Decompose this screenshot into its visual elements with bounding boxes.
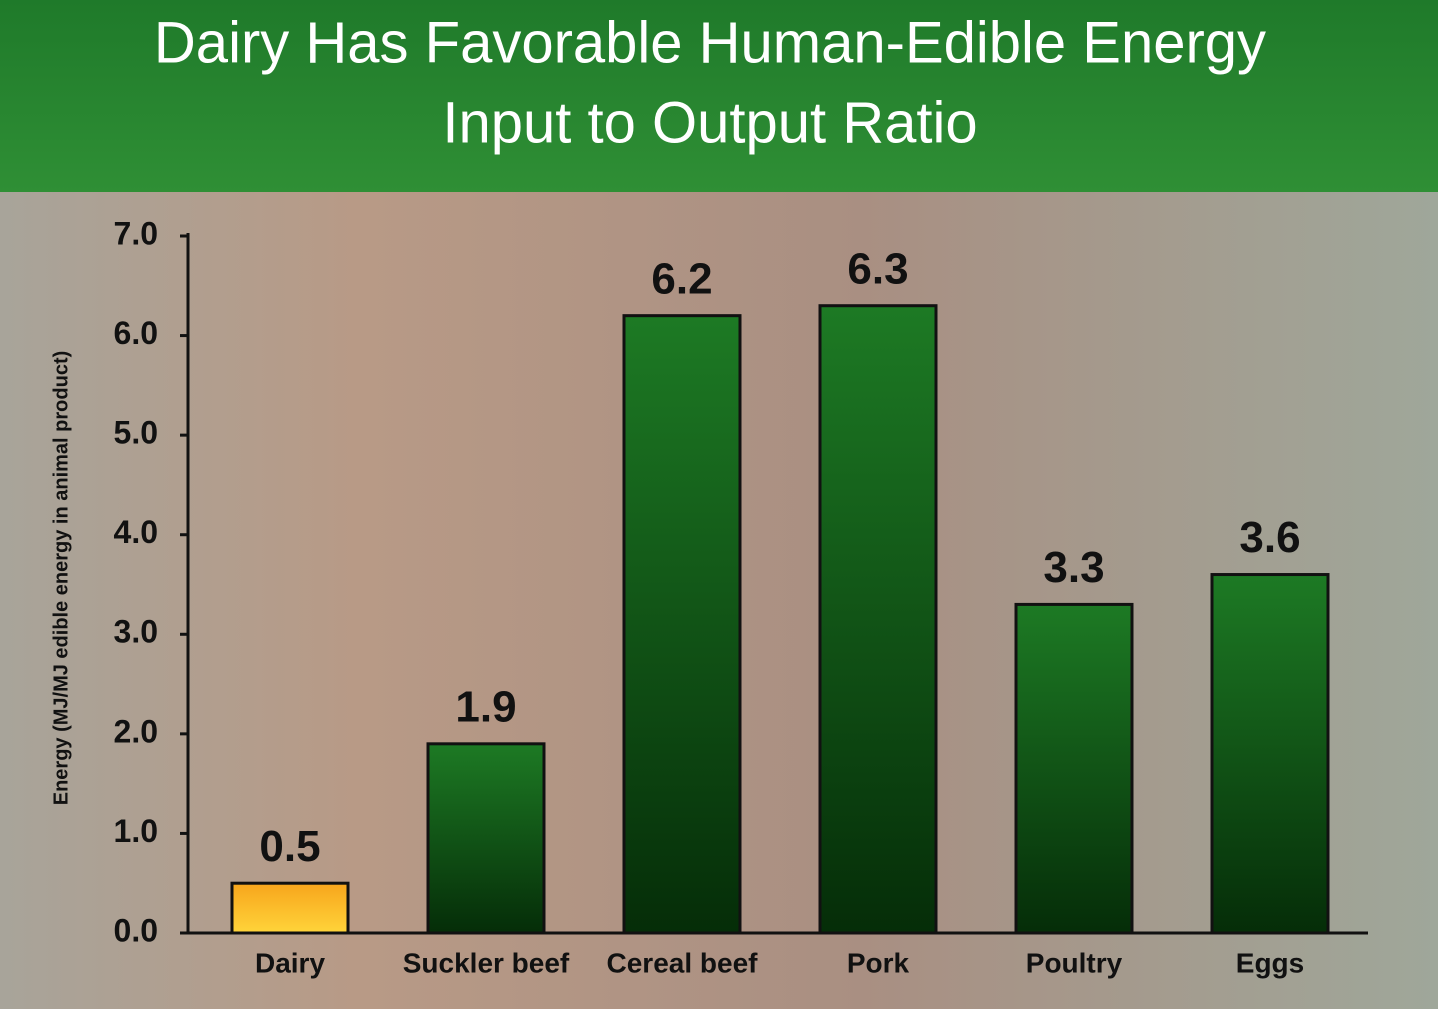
header [0, 0, 1438, 192]
chart-title: Dairy Has Favorable Human-Edible Energy [154, 10, 1266, 75]
y-tick-label: 3.0 [114, 614, 158, 650]
data-label: 0.5 [259, 822, 320, 871]
bar [818, 304, 938, 935]
bar [622, 314, 742, 935]
chart-title: Input to Output Ratio [442, 90, 977, 155]
bar [426, 742, 546, 935]
y-tick-label: 6.0 [114, 315, 158, 351]
x-tick-label: Pork [847, 947, 910, 978]
y-tick-label: 2.0 [114, 713, 158, 749]
data-label: 3.6 [1239, 513, 1300, 562]
data-label: 1.9 [455, 682, 516, 731]
x-tick-label: Suckler beef [403, 947, 570, 978]
y-tick-label: 4.0 [114, 514, 158, 550]
x-tick-label: Poultry [1026, 947, 1123, 978]
data-label: 6.2 [651, 254, 712, 303]
y-tick-label: 5.0 [114, 415, 158, 451]
y-tick-label: 7.0 [114, 215, 158, 251]
data-label: 6.3 [847, 244, 908, 293]
y-tick-label: 0.0 [114, 912, 158, 948]
y-tick-label: 1.0 [114, 813, 158, 849]
bar [1014, 602, 1134, 935]
x-tick-label: Cereal beef [607, 947, 759, 978]
bar [1210, 573, 1330, 935]
x-tick-label: Eggs [1236, 947, 1304, 978]
x-tick-label: Dairy [255, 947, 325, 978]
data-label: 3.3 [1043, 543, 1104, 592]
y-axis-label: Energy (MJ/MJ edible energy in animal pr… [50, 351, 72, 806]
bar [230, 881, 350, 935]
